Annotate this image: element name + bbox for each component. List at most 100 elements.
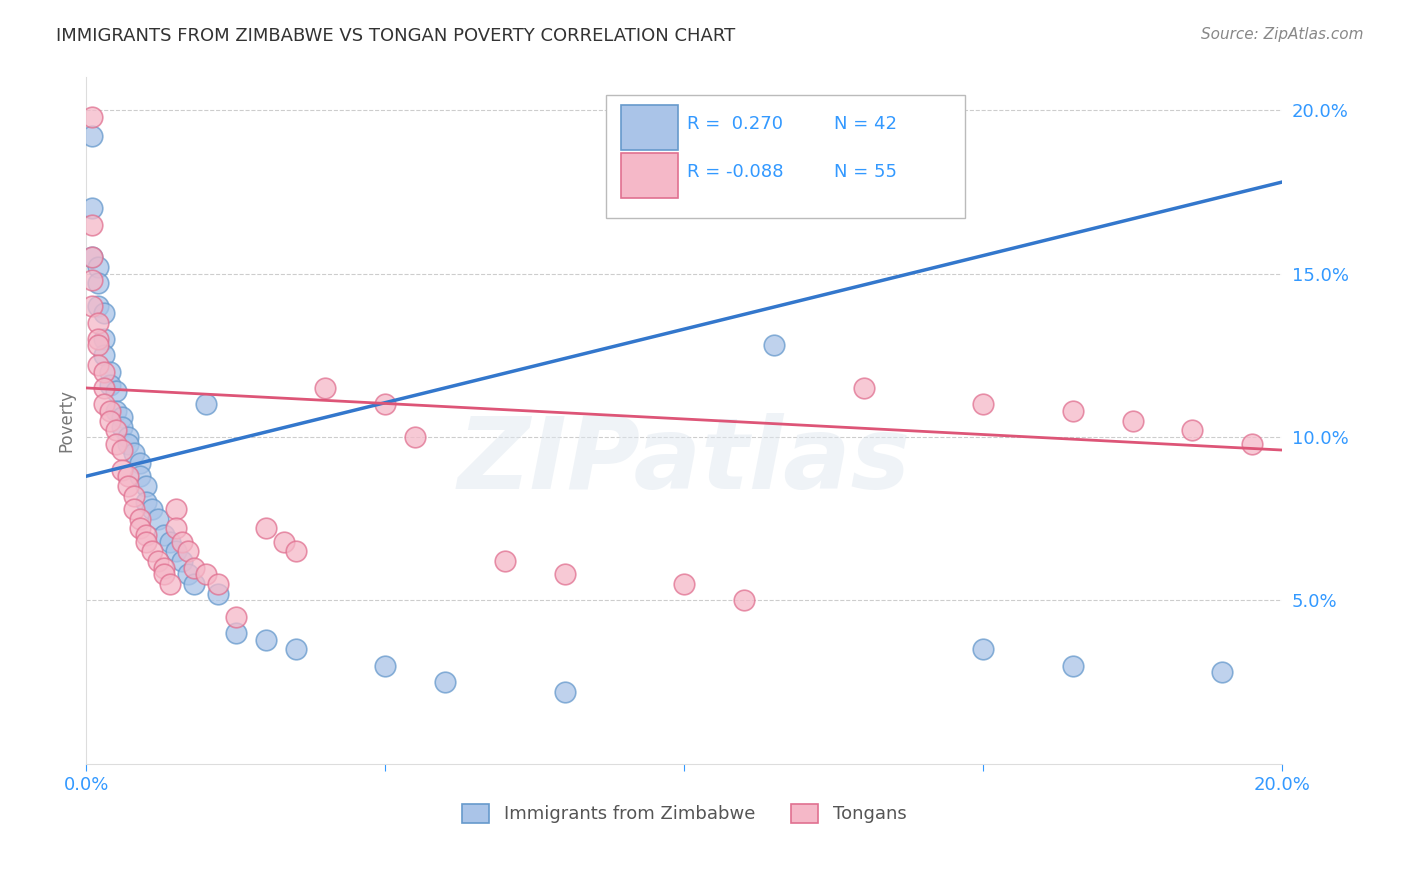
Text: R =  0.270: R = 0.270 [686,115,783,133]
Point [82,250,104,264]
Point [105,384,128,399]
Point [170,554,193,568]
Point [122,501,145,516]
Point [225,609,247,624]
Text: N = 42: N = 42 [834,115,897,133]
Point [87,332,110,346]
Point [374,397,396,411]
Point [207,587,229,601]
Point [972,397,994,411]
Point [93,348,115,362]
Point [82,273,104,287]
Point [111,410,134,425]
Point [117,469,139,483]
Point [1062,658,1084,673]
Point [673,577,696,591]
Point [434,675,457,690]
Point [194,567,217,582]
Point [554,685,576,699]
Point [82,299,104,313]
Point [105,436,128,450]
Point [129,511,152,525]
FancyBboxPatch shape [606,95,965,219]
Point [98,377,121,392]
Point [284,544,307,558]
Y-axis label: Poverty: Poverty [58,389,75,452]
Point [852,381,875,395]
Point [82,201,104,215]
Point [1122,414,1144,428]
Point [1181,424,1204,438]
Point [153,560,176,574]
Point [1062,404,1084,418]
FancyBboxPatch shape [621,105,678,150]
Text: R = -0.088: R = -0.088 [686,163,783,181]
Point [82,129,104,144]
FancyBboxPatch shape [621,153,678,197]
Point [284,642,307,657]
Point [98,404,121,418]
Point [87,299,110,313]
Point [117,436,139,450]
Point [972,642,994,657]
Point [374,658,396,673]
Point [165,544,187,558]
Point [165,521,187,535]
Point [105,424,128,438]
Point [141,544,163,558]
Point [122,446,145,460]
Point [254,521,277,535]
Point [170,534,193,549]
Text: Source: ZipAtlas.com: Source: ZipAtlas.com [1201,27,1364,42]
Text: N = 55: N = 55 [834,163,897,181]
Point [554,567,576,582]
Point [87,338,110,352]
Point [105,404,128,418]
Point [135,495,157,509]
Point [98,414,121,428]
Point [146,511,169,525]
Point [273,534,295,549]
Point [87,260,110,274]
Point [762,338,785,352]
Point [146,554,169,568]
Point [177,544,200,558]
Point [159,534,181,549]
Legend: Immigrants from Zimbabwe, Tongans: Immigrants from Zimbabwe, Tongans [463,804,907,823]
Point [111,420,134,434]
Text: IMMIGRANTS FROM ZIMBABWE VS TONGAN POVERTY CORRELATION CHART: IMMIGRANTS FROM ZIMBABWE VS TONGAN POVER… [56,27,735,45]
Point [117,430,139,444]
Point [165,501,187,516]
Point [153,528,176,542]
Point [93,306,115,320]
Point [129,469,152,483]
Point [117,479,139,493]
Point [98,365,121,379]
Point [141,501,163,516]
Point [194,397,217,411]
Point [93,332,115,346]
Point [225,626,247,640]
Point [135,528,157,542]
Point [494,554,516,568]
Point [733,593,755,607]
Point [93,381,115,395]
Point [87,358,110,372]
Point [87,277,110,291]
Point [82,110,104,124]
Point [111,443,134,458]
Point [314,381,336,395]
Point [177,567,200,582]
Point [129,456,152,470]
Text: ZIPatlas: ZIPatlas [457,413,911,510]
Point [82,218,104,232]
Point [87,316,110,330]
Point [183,560,205,574]
Point [111,463,134,477]
Point [135,534,157,549]
Point [135,479,157,493]
Point [207,577,229,591]
Point [82,250,104,264]
Point [93,397,115,411]
Point [122,489,145,503]
